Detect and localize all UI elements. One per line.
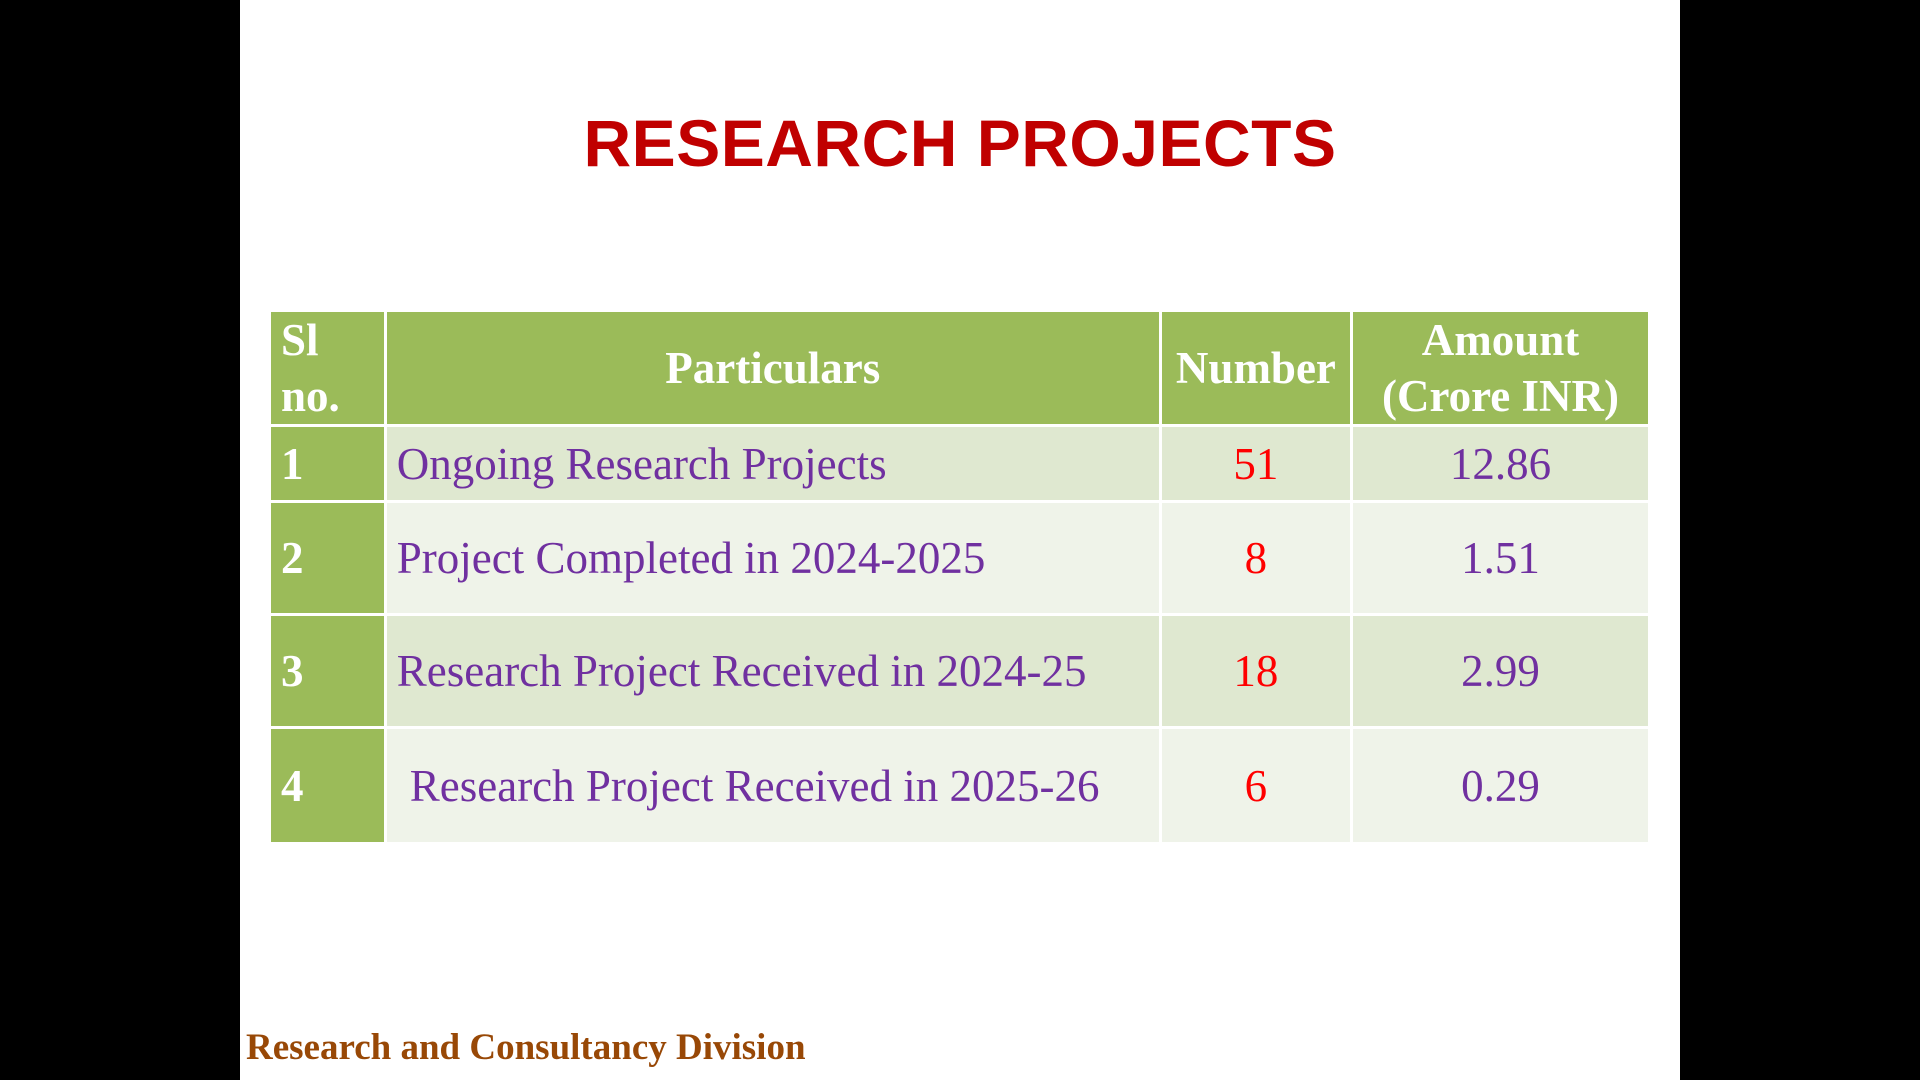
table-row: 3 Research Project Received in 2024-25 1… [271,616,1651,729]
header-particulars: Particulars [386,312,1162,427]
header-amount: Amount (Crore INR) [1353,312,1651,427]
header-sl-line2: no. [281,371,340,421]
row-number: 6 [1161,729,1354,845]
slide: RESEARCH PROJECTS Sl no. Particulars Num… [240,0,1680,1080]
slide-title: RESEARCH PROJECTS [583,106,1337,180]
row-number: 51 [1161,427,1354,503]
table-row: 1 Ongoing Research Projects 51 12.86 [271,427,1651,503]
row-amount: 12.86 [1353,427,1651,503]
header-number: Number [1161,312,1354,427]
header-amount-line2: (Crore INR) [1382,371,1620,421]
row-particulars: Research Project Received in 2024-25 [386,616,1162,729]
table-row: 4 Research Project Received in 2025-26 6… [271,729,1651,845]
row-sl: 2 [271,503,387,616]
row-particulars: Ongoing Research Projects [386,427,1162,503]
row-sl: 1 [271,427,387,503]
research-projects-table: Sl no. Particulars Number Amount (Crore … [271,312,1651,845]
row-particulars: Project Completed in 2024-2025 [386,503,1162,616]
row-number: 18 [1161,616,1354,729]
row-amount: 0.29 [1353,729,1651,845]
row-particulars: Research Project Received in 2025-26 [386,729,1162,845]
table-row: 2 Project Completed in 2024-2025 8 1.51 [271,503,1651,616]
row-amount: 2.99 [1353,616,1651,729]
slide-footer: Research and Consultancy Division [246,1027,806,1068]
header-sl-line1: Sl [281,315,319,365]
header-sl-no: Sl no. [271,312,387,427]
row-sl: 3 [271,616,387,729]
row-number: 8 [1161,503,1354,616]
header-amount-line1: Amount [1421,315,1580,365]
table-header-row: Sl no. Particulars Number Amount (Crore … [271,312,1651,427]
row-amount: 1.51 [1353,503,1651,616]
row-sl: 4 [271,729,387,845]
